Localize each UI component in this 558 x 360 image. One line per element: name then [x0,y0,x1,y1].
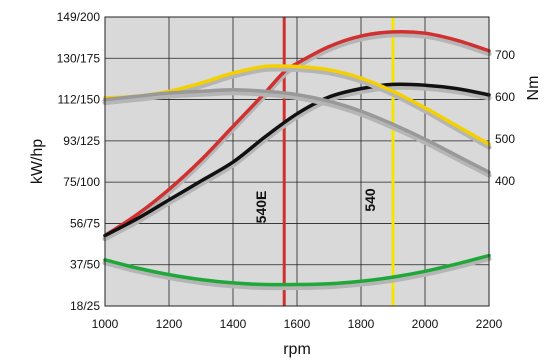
left-axis-ticks: 149/200 130/175 112/150 93/125 75/100 56/75 37… [57,10,101,313]
right-tick-label: 500 [495,132,515,146]
left-tick-label: 130/175 [57,51,101,65]
y-axis-label-left: kW/hp [29,139,46,184]
x-tick-label: 1400 [220,317,247,331]
torque-540-line [103,82,491,238]
x-tick-label: 1200 [156,317,183,331]
power-540-line [103,87,491,174]
left-tick-label: 56/75 [70,216,100,230]
x-tick-label: 1800 [348,317,375,331]
plot-border [104,16,490,307]
power-540-line-shadow [102,90,492,178]
series-lines [102,29,492,291]
x-tick-label: 1600 [284,317,311,331]
x-axis-ticks: 1000 1200 1400 1600 1800 2000 2200 [92,317,503,331]
marker-label-540: 540 [362,188,378,212]
x-tick-label: 2000 [412,317,439,331]
right-tick-label: 600 [495,90,515,104]
y-axis-label-right: Nm [525,76,542,101]
x-axis-label: rpm [283,341,311,358]
lift-line [103,253,491,287]
left-tick-label: 112/150 [58,93,101,107]
left-tick-label: 149/200 [57,10,101,24]
lift-line-shadow [102,256,492,291]
torque-540-line-shadow [102,84,492,242]
right-tick-label: 700 [495,48,515,62]
x-tick-label: 1000 [92,317,119,331]
marker-label-540e: 540E [253,191,269,224]
right-axis-ticks: 700 600 500 400 [495,48,515,188]
right-tick-label: 400 [495,174,515,188]
x-tick-label: 2200 [476,317,503,331]
left-tick-label: 93/125 [63,134,100,148]
left-tick-label: 18/25 [70,299,100,313]
left-tick-label: 75/100 [63,175,100,189]
left-tick-label: 37/50 [70,258,100,272]
